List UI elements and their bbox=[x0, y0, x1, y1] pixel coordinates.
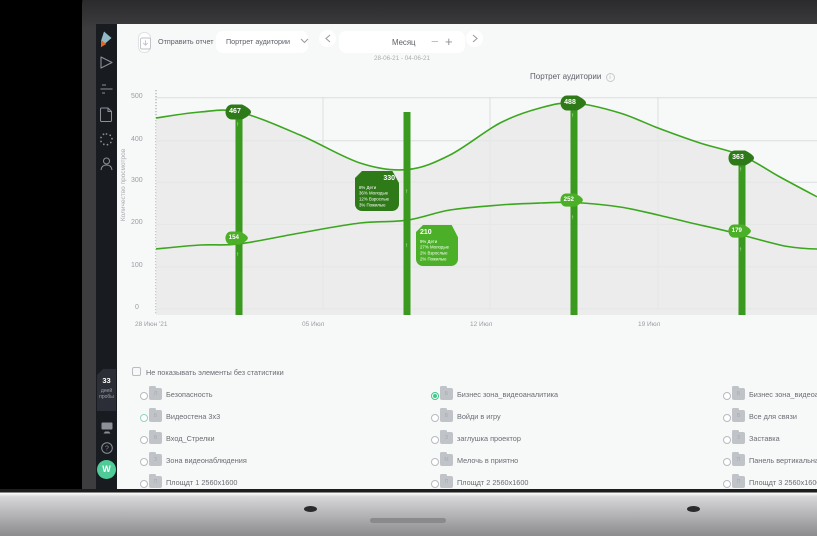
svg-text:?: ? bbox=[105, 446, 109, 453]
